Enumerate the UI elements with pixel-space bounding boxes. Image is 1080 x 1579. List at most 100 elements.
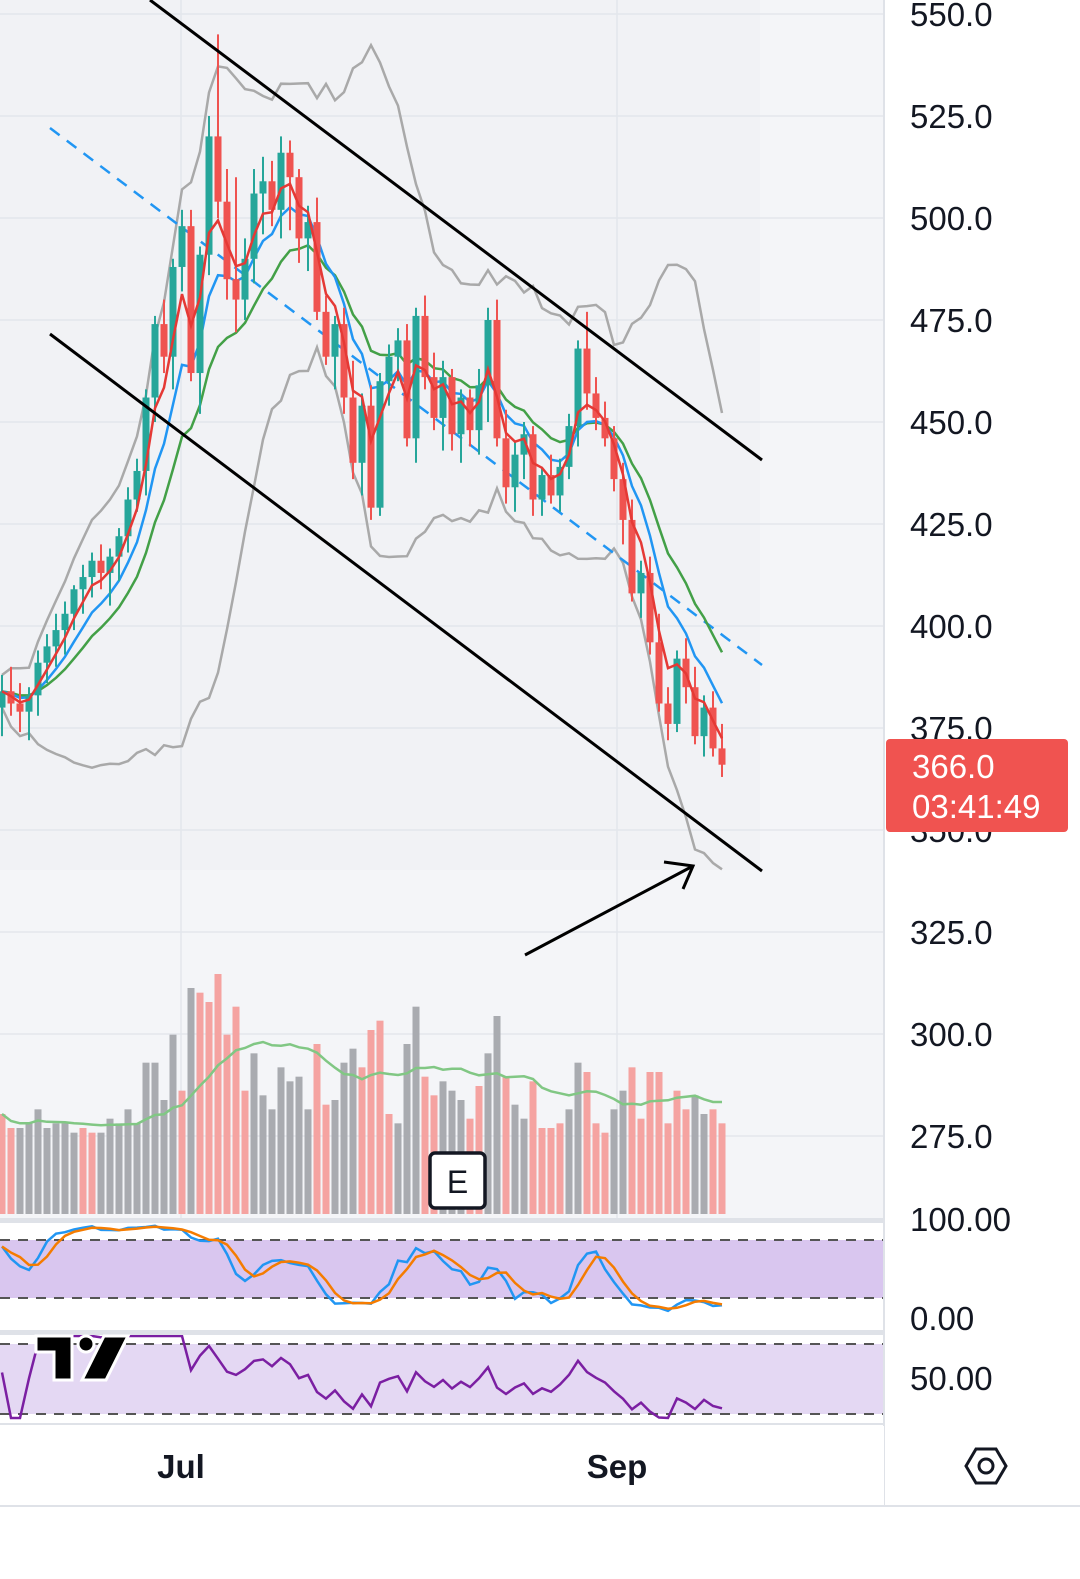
candle-body xyxy=(286,152,294,178)
candle-body xyxy=(412,315,420,439)
volume-bar xyxy=(187,988,195,1214)
volume-bar xyxy=(205,1002,213,1214)
candle-body xyxy=(142,397,150,471)
price-tick-label: 300.0 xyxy=(910,1016,993,1053)
price-tick-label: 450.0 xyxy=(910,404,993,441)
volume-bar xyxy=(412,1006,420,1214)
channel-lower-line[interactable] xyxy=(49,332,763,873)
volume-bar xyxy=(574,1062,582,1214)
candle-body xyxy=(655,642,663,704)
channel-upper-line[interactable] xyxy=(149,0,763,462)
candle-body xyxy=(376,381,384,508)
stoch-band-shading xyxy=(0,1240,884,1298)
volume-bar xyxy=(358,1067,366,1214)
rsi-band-shading xyxy=(0,1344,884,1414)
candle-body xyxy=(70,589,78,614)
pane-separator[interactable] xyxy=(0,1218,1080,1223)
volume-bar xyxy=(655,1072,663,1214)
volume-bar xyxy=(52,1123,60,1214)
candle-body xyxy=(610,438,618,480)
candle-body xyxy=(277,152,285,210)
price-tick-label: 475.0 xyxy=(910,302,993,339)
candle-body xyxy=(385,356,393,382)
volume-bar xyxy=(637,1118,645,1214)
volume-bar xyxy=(43,1128,51,1214)
candle-body xyxy=(673,658,681,724)
volume-bar xyxy=(718,1123,726,1214)
candle-body xyxy=(448,377,456,435)
candle-body xyxy=(349,397,357,463)
volume-bar xyxy=(340,1062,348,1214)
volume-bar xyxy=(7,1128,15,1214)
candle-body xyxy=(178,226,186,267)
volume-bar xyxy=(34,1109,42,1214)
volume-bar xyxy=(646,1072,654,1214)
candle-body xyxy=(628,519,636,594)
volume-bar xyxy=(421,1076,429,1214)
earnings-marker[interactable]: E xyxy=(428,1151,487,1210)
candle-body xyxy=(133,470,141,500)
stoch-level-0: 0.00 xyxy=(910,1300,974,1337)
candle-body xyxy=(52,630,60,647)
candle-body xyxy=(322,311,330,357)
volume-bar xyxy=(241,1090,249,1214)
stoch-d-line xyxy=(1,1225,723,1310)
volume-bar xyxy=(511,1104,519,1214)
volume-bar xyxy=(394,1123,402,1214)
volume-bar xyxy=(502,1076,510,1214)
volume-bar xyxy=(295,1076,303,1214)
volume-bar xyxy=(169,1034,177,1214)
volume-bar xyxy=(214,974,222,1214)
volume-bar xyxy=(25,1123,33,1214)
volume-bar xyxy=(529,1081,537,1214)
volume-bar xyxy=(232,1006,240,1214)
candle-body xyxy=(313,222,321,312)
volume-bar xyxy=(673,1090,681,1214)
candle-body xyxy=(358,405,366,463)
volume-bar xyxy=(61,1123,69,1214)
volume-bar xyxy=(196,992,204,1214)
time-label-sep: Sep xyxy=(587,1448,648,1485)
candle-body xyxy=(484,320,492,386)
volume-bar xyxy=(619,1090,627,1214)
pane-separator[interactable] xyxy=(0,1330,1080,1335)
ema-fast-line xyxy=(1,182,724,739)
volume-bar xyxy=(385,1114,393,1214)
volume-bar xyxy=(322,1104,330,1214)
volume-bar xyxy=(313,1044,321,1214)
candle-body xyxy=(88,560,96,578)
volume-bar xyxy=(520,1118,528,1214)
candle-body xyxy=(115,536,123,557)
volume-bar xyxy=(493,1016,501,1214)
price-tick-label: 275.0 xyxy=(910,1118,993,1155)
price-tick-label: 325.0 xyxy=(910,914,993,951)
candle-body xyxy=(493,320,501,439)
chart-settings-icon[interactable] xyxy=(964,1447,1008,1485)
volume-bar xyxy=(70,1132,78,1214)
candle-body xyxy=(331,324,339,357)
volume-bar xyxy=(376,1020,384,1214)
arrow-annotation[interactable] xyxy=(524,860,696,957)
candle-body xyxy=(151,324,159,398)
last-price-value: 366.0 xyxy=(912,748,995,785)
volume-bar xyxy=(106,1118,114,1214)
candle-body xyxy=(106,556,114,573)
candle-body xyxy=(646,572,654,643)
stoch-level-100: 100.00 xyxy=(910,1201,1011,1238)
price-tick-label: 425.0 xyxy=(910,506,993,543)
volume-bar xyxy=(277,1067,285,1214)
volume-bar xyxy=(0,1114,6,1214)
candle-body xyxy=(43,646,51,663)
volume-bar xyxy=(133,1123,141,1214)
candle-body xyxy=(61,613,69,631)
time-axis-background[interactable] xyxy=(0,1426,884,1506)
candle-body xyxy=(241,258,249,300)
candle-body xyxy=(304,222,312,239)
volume-bar xyxy=(709,1109,717,1214)
volume-bar xyxy=(250,1053,258,1214)
candle-body xyxy=(160,324,168,357)
volume-bar xyxy=(151,1062,159,1214)
candle-body xyxy=(520,434,528,455)
rsi-level-50: 50.00 xyxy=(910,1360,993,1397)
